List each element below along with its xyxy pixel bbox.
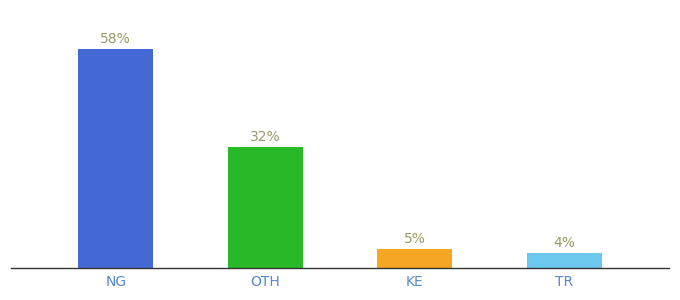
Text: 4%: 4% — [554, 236, 575, 250]
Bar — [377, 249, 452, 268]
Bar — [228, 147, 303, 268]
Bar — [527, 253, 602, 268]
Text: 58%: 58% — [101, 32, 131, 46]
Bar — [78, 49, 153, 268]
Text: 32%: 32% — [250, 130, 281, 144]
Text: 5%: 5% — [404, 232, 426, 246]
